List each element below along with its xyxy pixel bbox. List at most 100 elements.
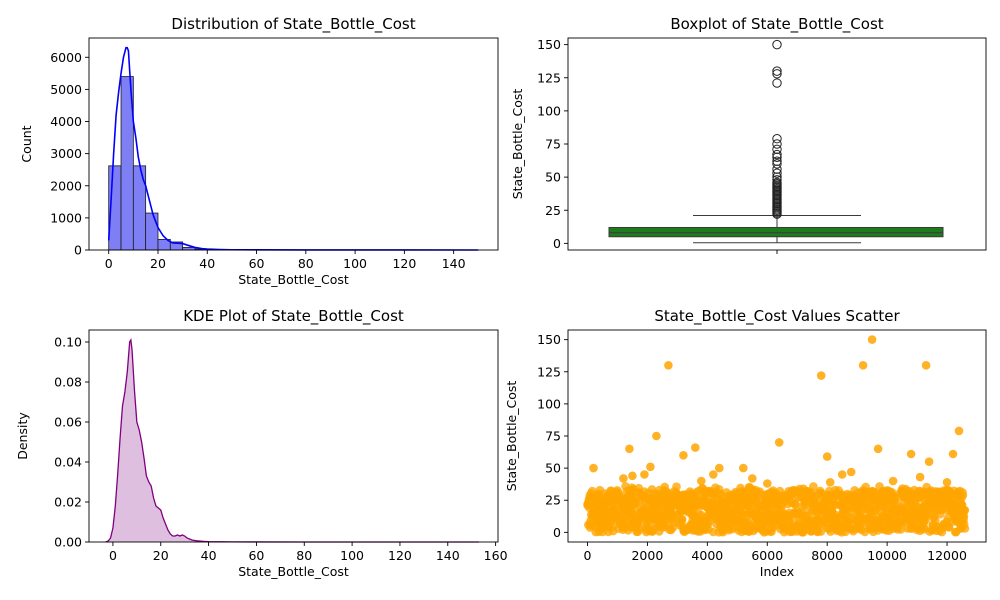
scatter-point — [748, 474, 757, 483]
outlier-point — [772, 175, 782, 185]
x-tick-label: 4000 — [691, 548, 723, 563]
scatter-point — [942, 478, 952, 487]
histogram-bar — [145, 212, 159, 251]
outlier-point — [772, 39, 782, 50]
y-axis-label: State_Bottle_Cost — [510, 89, 525, 200]
scatter-point — [954, 426, 964, 436]
x-axis-label: Index — [760, 564, 794, 579]
y-tick-label: 50 — [545, 461, 561, 476]
outlier-point — [772, 156, 782, 166]
scatter-point — [774, 438, 784, 447]
y-tick-label: 5000 — [50, 82, 82, 97]
subplot-4: State_Bottle_Cost Values Scatter 0 25 50 75 1… — [504, 307, 987, 579]
axes-frame — [88, 329, 499, 543]
scatter-point — [825, 478, 835, 487]
y-tick-label: 125 — [537, 70, 561, 85]
y-tick-label: 0.08 — [54, 375, 82, 390]
outlier-point — [772, 69, 782, 79]
scatter-point — [691, 443, 700, 452]
x-tick-label: 160 — [484, 548, 508, 563]
y-tick-label: 0 — [553, 236, 561, 251]
y-tick-label: 25 — [545, 493, 561, 508]
chart-title: Distribution of State_Bottle_Cost — [171, 15, 415, 34]
x-tick-label: 120 — [392, 256, 416, 271]
x-tick-label: 80 — [296, 548, 312, 563]
scatter-point — [960, 505, 970, 515]
x-axis-label: State_Bottle_Cost — [238, 564, 349, 579]
x-tick-label: 60 — [249, 256, 265, 271]
x-tick-label: 100 — [340, 548, 364, 563]
scatter-point — [921, 361, 931, 370]
scatter-point — [646, 462, 655, 472]
scatter-point — [960, 524, 970, 533]
scatter-point — [858, 361, 868, 370]
scatter-point — [822, 452, 832, 461]
scatter-point — [715, 463, 724, 473]
y-tick-label: 0.10 — [54, 335, 82, 350]
y-tick-label: 75 — [545, 137, 561, 152]
box — [608, 226, 944, 238]
scatter-point — [888, 476, 898, 486]
y-tick-label: 3000 — [50, 146, 82, 161]
scatter-point — [628, 471, 637, 481]
outlier-point — [772, 149, 782, 160]
y-tick-label: 125 — [537, 364, 561, 379]
y-tick-label: 150 — [537, 37, 561, 52]
scatter-point — [652, 431, 661, 441]
y-tick-label: 4000 — [50, 114, 82, 129]
scatter-point — [873, 444, 883, 454]
scatter-point — [809, 482, 818, 491]
scatter-point — [837, 470, 847, 479]
x-tick-label: 80 — [298, 256, 314, 271]
y-axis-label: Count — [19, 125, 34, 162]
y-tick-label: 1000 — [50, 210, 82, 225]
scatter-point — [915, 472, 925, 482]
scatter-point — [906, 449, 916, 459]
outlier-point — [772, 134, 782, 144]
x-tick-label: 40 — [199, 256, 215, 271]
scatter-point — [619, 474, 628, 483]
scatter-point — [948, 449, 958, 459]
scatter-point — [672, 482, 681, 492]
chart-title: State_Bottle_Cost Values Scatter — [654, 307, 900, 326]
scatter-point — [625, 444, 634, 454]
axes-frame — [88, 37, 499, 251]
scatter-point — [763, 479, 772, 488]
scatter-point — [816, 371, 826, 380]
scatter-point — [697, 476, 706, 486]
y-tick-label: 100 — [537, 103, 561, 118]
kde-line — [105, 338, 479, 543]
subplot-1: Distribution of State_Bottle_Cost 0 1000 20… — [19, 15, 499, 287]
scatter-point — [816, 527, 826, 536]
y-tick-label: 150 — [537, 332, 561, 347]
chart-title: KDE Plot of State_Bottle_Cost — [183, 307, 404, 326]
x-tick-label: 0 — [109, 548, 117, 563]
scatter-point — [924, 457, 934, 467]
y-tick-label: 50 — [545, 170, 561, 185]
scatter-point — [640, 470, 649, 479]
scatter-point — [791, 499, 800, 509]
scatter-point — [739, 463, 748, 473]
subplot-2: Boxplot of State_Bottle_Cost 0 25 50 75 100 12… — [510, 15, 987, 254]
y-axis-label: State_Bottle_Cost — [504, 381, 519, 492]
x-tick-label: 120 — [388, 548, 412, 563]
x-tick-label: 40 — [201, 548, 217, 563]
scatter-point — [867, 335, 877, 344]
chart-title: Boxplot of State_Bottle_Cost — [670, 15, 883, 34]
x-tick-label: 2000 — [631, 548, 663, 563]
x-tick-label: 60 — [248, 548, 264, 563]
x-tick-label: 140 — [436, 548, 460, 563]
x-tick-label: 20 — [150, 256, 166, 271]
outlier-point — [772, 144, 782, 155]
subplot-3: KDE Plot of State_Bottle_Cost 0.00 0.02 0.0… — [15, 307, 508, 579]
x-tick-label: 0 — [584, 548, 592, 563]
y-tick-label: 0 — [74, 243, 82, 258]
x-tick-label: 0 — [105, 256, 113, 271]
histogram-bar — [132, 165, 147, 251]
y-tick-label: 0.00 — [54, 535, 82, 550]
x-tick-label: 8000 — [811, 548, 843, 563]
y-tick-label: 0.02 — [54, 495, 82, 510]
kde-line — [107, 46, 479, 251]
outlier-point — [772, 78, 782, 88]
